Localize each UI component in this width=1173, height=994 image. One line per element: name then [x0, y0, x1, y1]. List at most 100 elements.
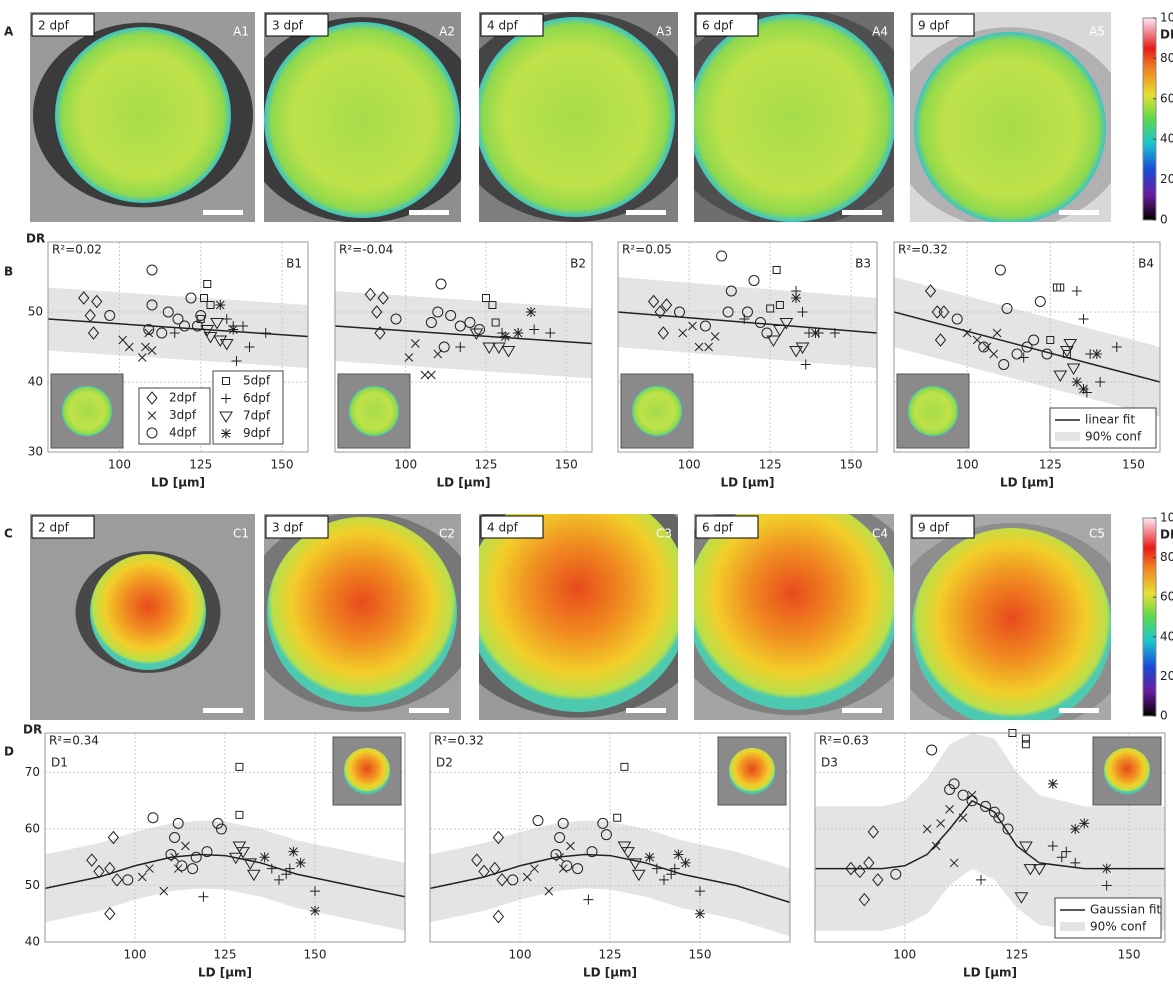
age-label: 4 dpf: [487, 521, 519, 535]
legend-label: 2dpf: [169, 391, 197, 405]
x-tick-label: 125: [475, 458, 498, 472]
image-panel: [887, 514, 1137, 733]
colorbar-tick-label: 60: [1160, 91, 1173, 105]
age-label: 4 dpf: [487, 19, 519, 33]
r-squared: R²=-0.04: [339, 243, 393, 257]
colorbar: [1143, 18, 1156, 220]
legend-label: 90% conf: [1085, 430, 1142, 444]
retina-disc: [475, 17, 675, 217]
figure-letter: C: [4, 527, 13, 541]
panel-id: B1: [286, 257, 302, 271]
y-tick-label: 50: [25, 878, 40, 892]
r-squared: R²=0.32: [434, 734, 484, 748]
retina-disc: [90, 554, 206, 670]
data-point: [1102, 864, 1112, 874]
data-point: [695, 909, 705, 919]
retina-disc: [264, 22, 460, 218]
legend-label: 9dpf: [243, 426, 271, 440]
legend-label: 3dpf: [169, 408, 197, 422]
colorbar-tick-label: 100: [1160, 11, 1173, 25]
scale-bar: [1059, 210, 1099, 215]
scale-bar: [409, 708, 449, 713]
colorbar-tick-label: 0: [1160, 709, 1168, 723]
legend-label: 5dpf: [243, 374, 271, 388]
age-label: 9 dpf: [918, 521, 950, 535]
legend-conf-sample: [1060, 922, 1085, 931]
panel-id: B3: [855, 257, 871, 271]
image-panel: [450, 12, 700, 222]
y-tick-label: 70: [25, 765, 40, 779]
x-tick-label: 100: [124, 948, 147, 962]
figure-letter: D: [4, 745, 14, 759]
panel-id: C2: [439, 527, 455, 541]
legend-label: 7dpf: [243, 409, 271, 423]
y-tick-label: 60: [25, 822, 40, 836]
panel-id: D3: [821, 756, 838, 770]
panel-id: B4: [1138, 257, 1154, 271]
retina-disc: [912, 528, 1112, 728]
colorbar-tick-label: 0: [1160, 213, 1168, 227]
inset-disc: [344, 748, 390, 794]
data-point: [526, 307, 536, 317]
x-tick-label: 150: [1118, 948, 1141, 962]
colorbar-tick-label: 60: [1160, 590, 1173, 604]
scale-bar: [203, 210, 243, 215]
data-point: [228, 325, 238, 335]
retina-disc: [914, 32, 1106, 224]
data-point: [500, 332, 510, 342]
data-point: [296, 858, 306, 868]
x-tick-label: 100: [394, 458, 417, 472]
data-point: [260, 852, 270, 862]
panel-id: D1: [51, 756, 68, 770]
scale-bar: [1059, 708, 1099, 713]
data-point: [1048, 779, 1058, 789]
figure-letter: A: [4, 25, 14, 39]
scale-bar: [842, 708, 882, 713]
legend-label: 4dpf: [169, 426, 197, 440]
x-tick-label: 150: [689, 948, 712, 962]
inset-disc: [908, 386, 958, 436]
data-point: [513, 328, 523, 338]
figure-letter: B: [4, 265, 13, 279]
scale-bar: [626, 708, 666, 713]
panel-id: B2: [570, 257, 586, 271]
x-tick-label: 100: [893, 948, 916, 962]
colorbar-tick-label: 20: [1160, 172, 1173, 186]
image-panel: [30, 12, 255, 222]
legend-label: 90% conf: [1090, 920, 1147, 934]
age-label: 3 dpf: [272, 19, 304, 33]
image-panel: [243, 512, 481, 720]
x-axis-label: LD [μm]: [1000, 476, 1054, 490]
x-tick-label: 125: [759, 458, 782, 472]
data-point: [1070, 824, 1080, 834]
image-panel: [662, 9, 922, 227]
x-axis-label: LD [μm]: [151, 476, 205, 490]
inset-disc: [62, 386, 112, 436]
age-label: 9 dpf: [918, 19, 950, 33]
x-tick-label: 100: [956, 458, 979, 472]
legend-marker: [221, 429, 231, 439]
inset-disc: [729, 748, 775, 794]
x-axis-label: LD [μm]: [963, 966, 1017, 980]
y-tick-label: 30: [28, 445, 43, 459]
data-point: [310, 906, 320, 916]
inset-disc: [632, 386, 682, 436]
colorbar-label: DR: [1160, 528, 1173, 542]
x-axis-label: LD [μm]: [436, 476, 490, 490]
age-label: 6 dpf: [702, 19, 734, 33]
r-squared: R²=0.32: [898, 243, 948, 257]
scale-bar: [203, 708, 243, 713]
colorbar-tick-label: 100: [1160, 511, 1173, 525]
data-point: [645, 852, 655, 862]
age-label: 2 dpf: [38, 521, 70, 535]
x-axis-label: LD [μm]: [198, 966, 252, 980]
x-tick-label: 150: [271, 458, 294, 472]
x-tick-label: 125: [214, 948, 237, 962]
colorbar-tick-label: 80: [1160, 51, 1173, 65]
colorbar-label: DR: [1160, 28, 1173, 42]
data-point: [810, 328, 820, 338]
panel-id: A2: [439, 25, 455, 39]
inset-disc: [349, 386, 399, 436]
image-panel: [890, 12, 1130, 229]
r-squared: R²=0.05: [622, 243, 672, 257]
